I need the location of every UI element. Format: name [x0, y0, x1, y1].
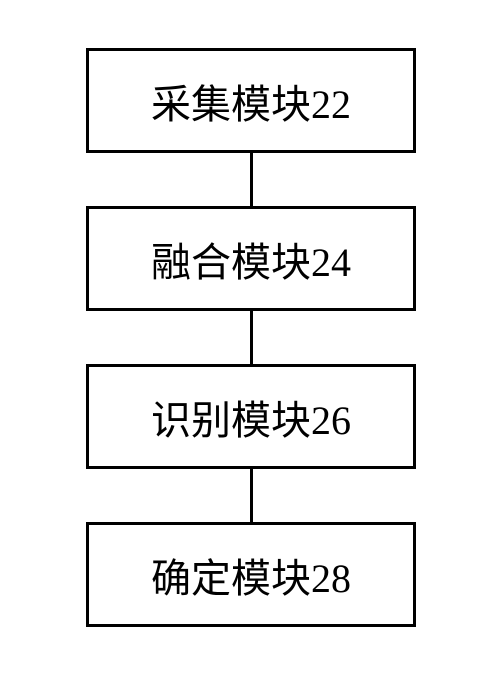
node-label: 确定模块28 [151, 546, 351, 604]
flowchart-node: 融合模块24 [86, 206, 416, 311]
flowchart-container: 采集模块22 融合模块24 识别模块26 确定模块28 [86, 48, 416, 627]
flowchart-connector [250, 311, 253, 364]
node-label: 识别模块26 [151, 388, 351, 446]
flowchart-node: 确定模块28 [86, 522, 416, 627]
flowchart-node: 识别模块26 [86, 364, 416, 469]
flowchart-node: 采集模块22 [86, 48, 416, 153]
node-label: 采集模块22 [151, 72, 351, 130]
node-label: 融合模块24 [151, 230, 351, 288]
flowchart-connector [250, 469, 253, 522]
flowchart-connector [250, 153, 253, 206]
